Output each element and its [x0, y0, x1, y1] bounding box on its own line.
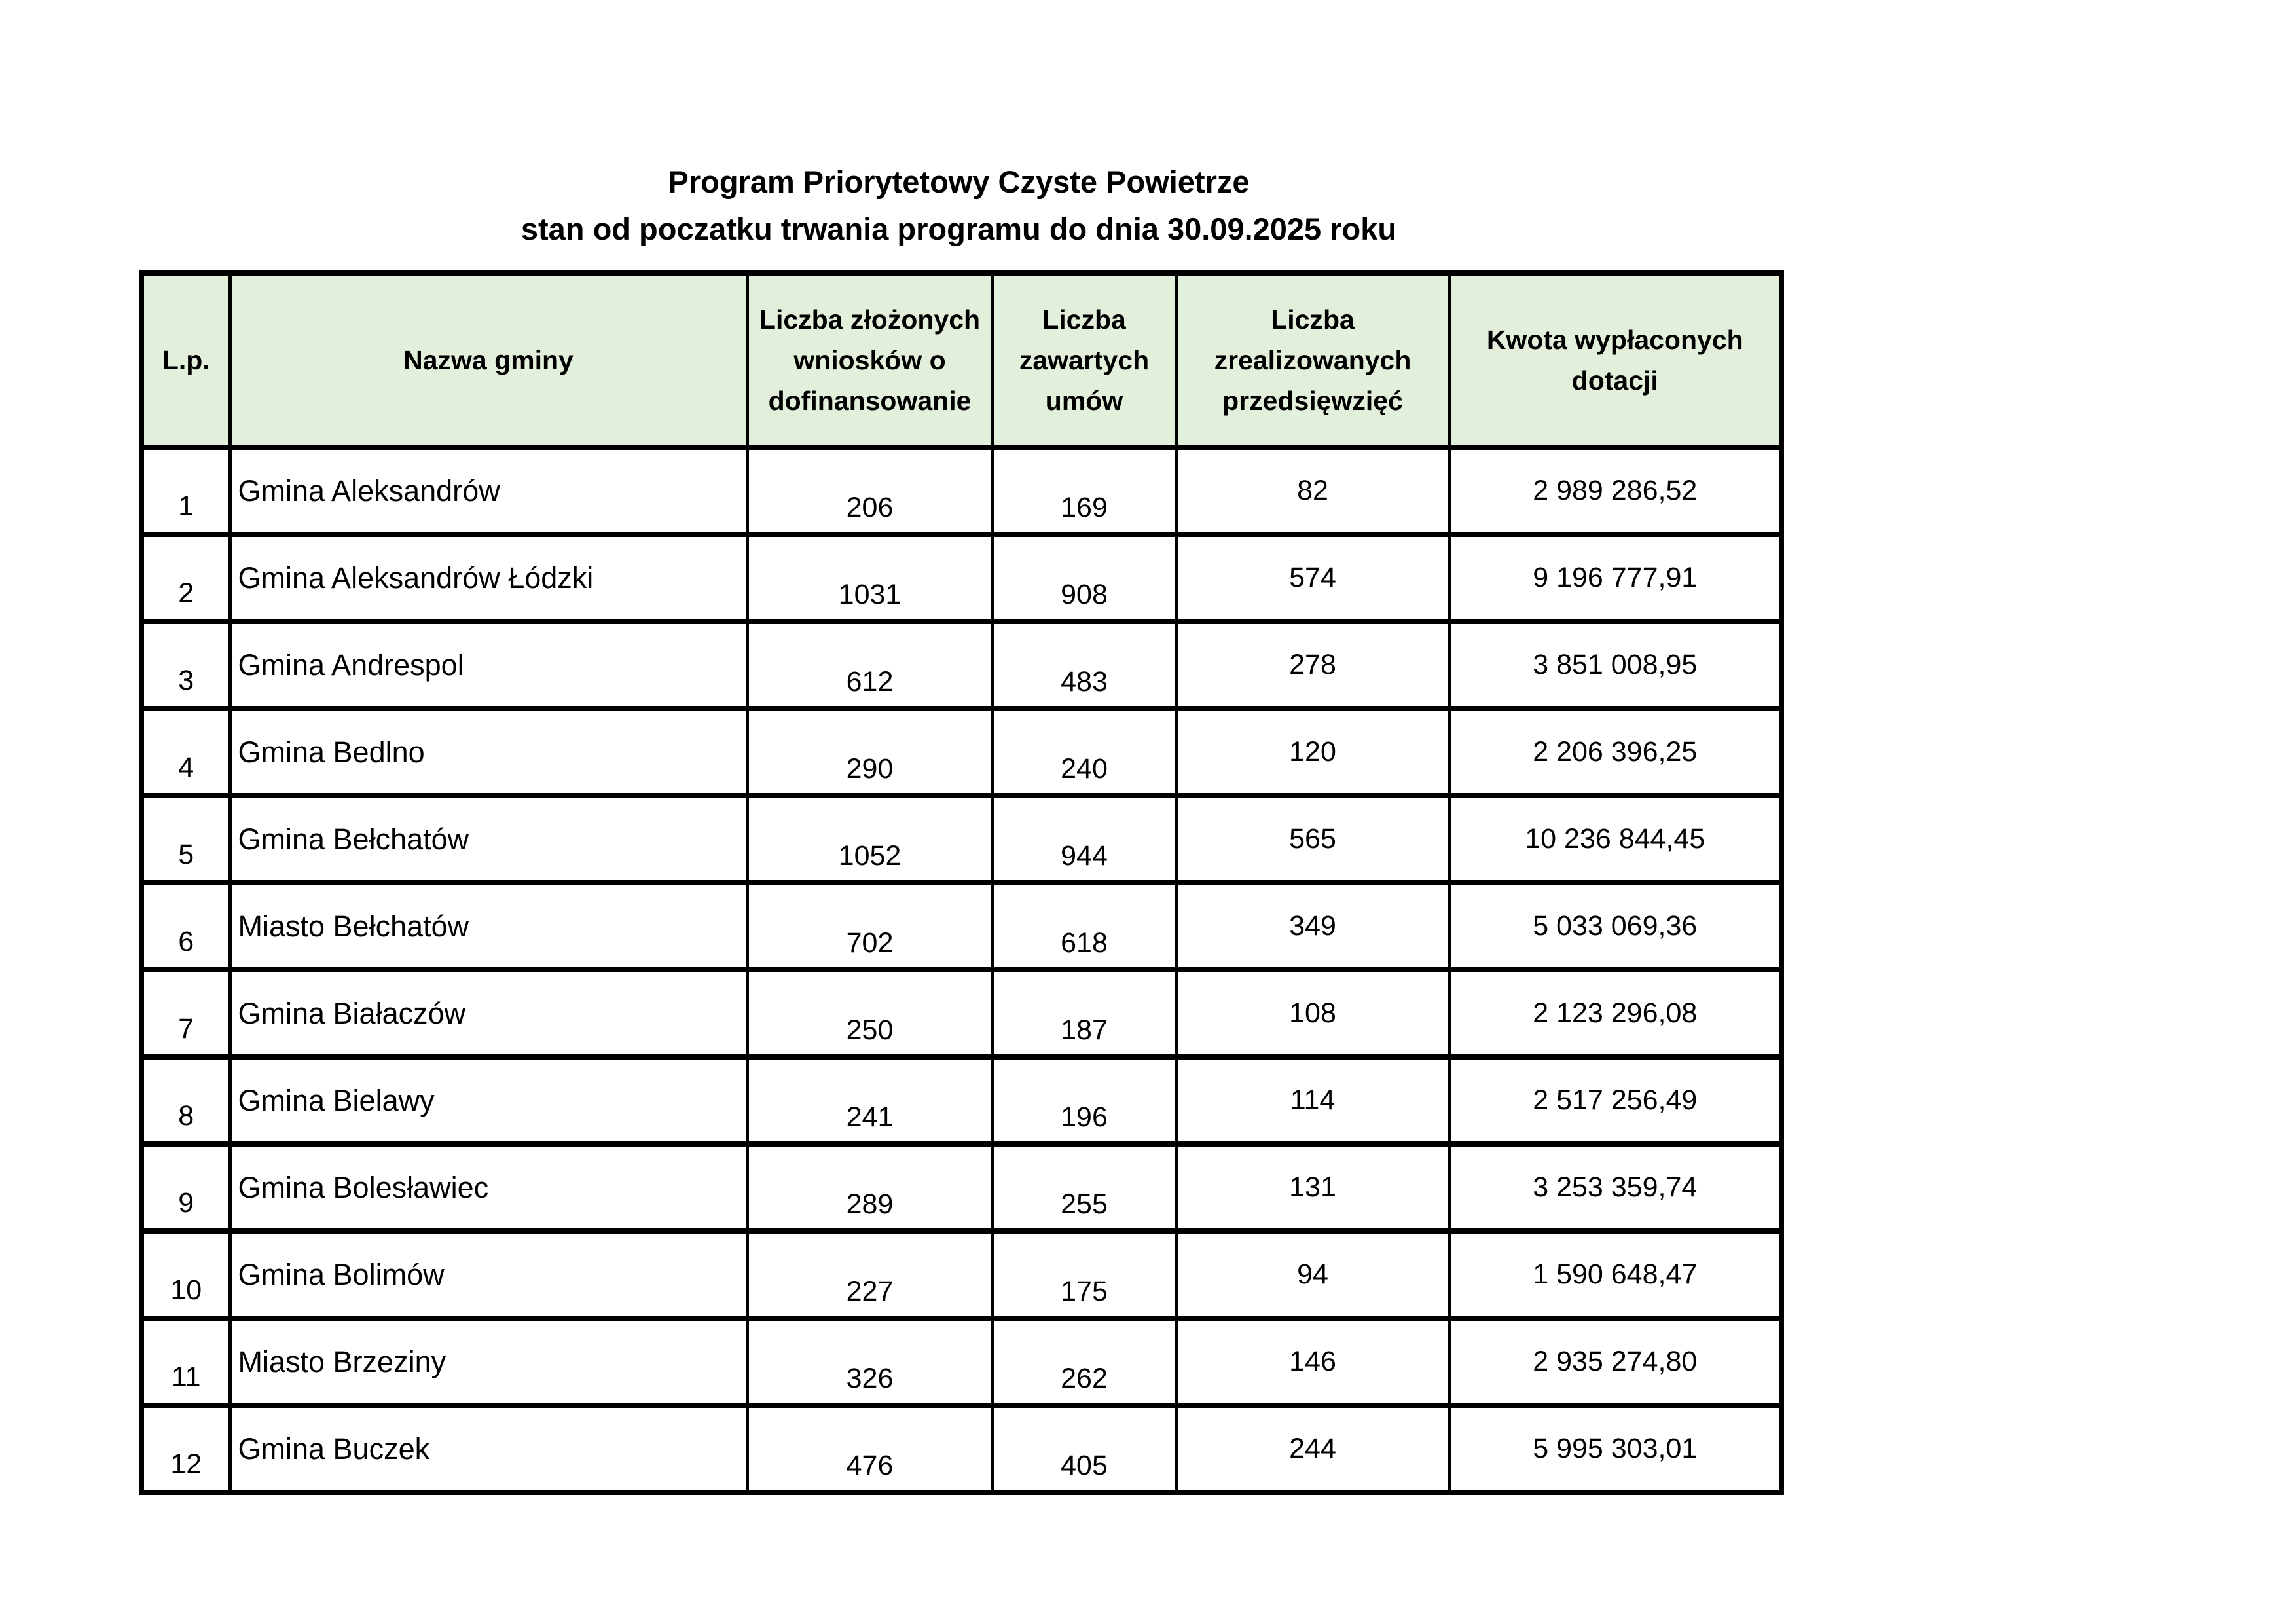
gmina-name-cell: Gmina Bolimów: [228, 1228, 749, 1321]
contracts-cell: 169: [991, 445, 1178, 537]
amount-cell: 5 995 303,01: [1448, 1403, 1783, 1495]
table-row: 10 Gmina Bolimów 227 175 94 1 590 648,47: [139, 1228, 1783, 1321]
gmina-name-cell: Gmina Andrespol: [228, 619, 749, 711]
table-row: 7 Gmina Białaczów 250 187 108 2 123 296,…: [139, 967, 1783, 1060]
gmina-name-cell: Gmina Bolesławiec: [228, 1141, 749, 1234]
completed-cell: 146: [1174, 1316, 1451, 1408]
row-number-cell: 7: [139, 967, 232, 1060]
contracts-cell: 944: [991, 793, 1178, 885]
contracts-cell: 255: [991, 1141, 1178, 1234]
applications-cell: 241: [745, 1054, 994, 1147]
row-number-cell: 3: [139, 619, 232, 711]
completed-cell: 131: [1174, 1141, 1451, 1234]
completed-cell: 278: [1174, 619, 1451, 711]
gmina-statistics-table: L.p. Nazwa gminy Liczba złożonych wniosk…: [139, 270, 1784, 1495]
amount-cell: 2 123 296,08: [1448, 967, 1783, 1060]
amount-cell: 10 236 844,45: [1448, 793, 1783, 885]
contracts-cell: 187: [991, 967, 1178, 1060]
applications-cell: 227: [745, 1228, 994, 1321]
contracts-cell: 175: [991, 1228, 1178, 1321]
amount-cell: 2 935 274,80: [1448, 1316, 1783, 1408]
contracts-cell: 405: [991, 1403, 1178, 1495]
applications-cell: 290: [745, 706, 994, 798]
amount-cell: 3 851 008,95: [1448, 619, 1783, 711]
row-number-cell: 12: [139, 1403, 232, 1495]
table-row: 6 Miasto Bełchatów 702 618 349 5 033 069…: [139, 880, 1783, 972]
row-number-cell: 5: [139, 793, 232, 885]
column-header-applications: Liczba złożonych wniosków o dofinansowan…: [745, 270, 994, 450]
table-row: 11 Miasto Brzeziny 326 262 146 2 935 274…: [139, 1316, 1783, 1408]
table-row: 3 Gmina Andrespol 612 483 278 3 851 008,…: [139, 619, 1783, 711]
completed-cell: 349: [1174, 880, 1451, 972]
table-row: 1 Gmina Aleksandrów 206 169 82 2 989 286…: [139, 445, 1783, 537]
applications-cell: 702: [745, 880, 994, 972]
applications-cell: 326: [745, 1316, 994, 1408]
gmina-name-cell: Gmina Bielawy: [228, 1054, 749, 1147]
contracts-cell: 240: [991, 706, 1178, 798]
row-number-cell: 2: [139, 532, 232, 624]
gmina-name-cell: Gmina Bełchatów: [228, 793, 749, 885]
applications-cell: 476: [745, 1403, 994, 1495]
contracts-cell: 262: [991, 1316, 1178, 1408]
amount-cell: 9 196 777,91: [1448, 532, 1783, 624]
column-header-gmina-name: Nazwa gminy: [228, 270, 749, 450]
amount-cell: 5 033 069,36: [1448, 880, 1783, 972]
contracts-cell: 618: [991, 880, 1178, 972]
column-header-contracts: Liczba zawartych umów: [991, 270, 1178, 450]
page-title: Program Priorytetowy Czyste Powietrze st…: [139, 158, 1779, 253]
completed-cell: 108: [1174, 967, 1451, 1060]
applications-cell: 250: [745, 967, 994, 1060]
amount-cell: 1 590 648,47: [1448, 1228, 1783, 1321]
table-row: 2 Gmina Aleksandrów Łódzki 1031 908 574 …: [139, 532, 1783, 624]
amount-cell: 2 206 396,25: [1448, 706, 1783, 798]
applications-cell: 206: [745, 445, 994, 537]
row-number-cell: 9: [139, 1141, 232, 1234]
row-number-cell: 8: [139, 1054, 232, 1147]
contracts-cell: 908: [991, 532, 1178, 624]
gmina-name-cell: Gmina Białaczów: [228, 967, 749, 1060]
row-number-cell: 10: [139, 1228, 232, 1321]
row-number-cell: 11: [139, 1316, 232, 1408]
column-header-amount: Kwota wypłaconych dotacji: [1448, 270, 1783, 450]
amount-cell: 3 253 359,74: [1448, 1141, 1783, 1234]
completed-cell: 120: [1174, 706, 1451, 798]
page-title-line1: Program Priorytetowy Czyste Powietrze: [668, 164, 1250, 199]
contracts-cell: 196: [991, 1054, 1178, 1147]
completed-cell: 565: [1174, 793, 1451, 885]
page-title-line2: stan od poczatku trwania programu do dni…: [520, 212, 1397, 246]
table-header-row: L.p. Nazwa gminy Liczba złożonych wniosk…: [139, 270, 1783, 450]
amount-cell: 2 989 286,52: [1448, 445, 1783, 537]
completed-cell: 82: [1174, 445, 1451, 537]
completed-cell: 114: [1174, 1054, 1451, 1147]
amount-cell: 2 517 256,49: [1448, 1054, 1783, 1147]
row-number-cell: 4: [139, 706, 232, 798]
table-row: 8 Gmina Bielawy 241 196 114 2 517 256,49: [139, 1054, 1783, 1147]
contracts-cell: 483: [991, 619, 1178, 711]
column-header-completed: Liczba zrealizowanych przedsięwzięć: [1174, 270, 1451, 450]
applications-cell: 289: [745, 1141, 994, 1234]
applications-cell: 1031: [745, 532, 994, 624]
row-number-cell: 1: [139, 445, 232, 537]
table-row: 9 Gmina Bolesławiec 289 255 131 3 253 35…: [139, 1141, 1783, 1234]
gmina-name-cell: Gmina Buczek: [228, 1403, 749, 1495]
gmina-name-cell: Miasto Bełchatów: [228, 880, 749, 972]
gmina-name-cell: Miasto Brzeziny: [228, 1316, 749, 1408]
applications-cell: 1052: [745, 793, 994, 885]
table-row: 5 Gmina Bełchatów 1052 944 565 10 236 84…: [139, 793, 1783, 885]
completed-cell: 94: [1174, 1228, 1451, 1321]
table-row: 12 Gmina Buczek 476 405 244 5 995 303,01: [139, 1403, 1783, 1495]
column-header-lp: L.p.: [139, 270, 232, 450]
gmina-name-cell: Gmina Aleksandrów: [228, 445, 749, 537]
row-number-cell: 6: [139, 880, 232, 972]
gmina-name-cell: Gmina Aleksandrów Łódzki: [228, 532, 749, 624]
completed-cell: 244: [1174, 1403, 1451, 1495]
applications-cell: 612: [745, 619, 994, 711]
gmina-name-cell: Gmina Bedlno: [228, 706, 749, 798]
completed-cell: 574: [1174, 532, 1451, 624]
table-row: 4 Gmina Bedlno 290 240 120 2 206 396,25: [139, 706, 1783, 798]
